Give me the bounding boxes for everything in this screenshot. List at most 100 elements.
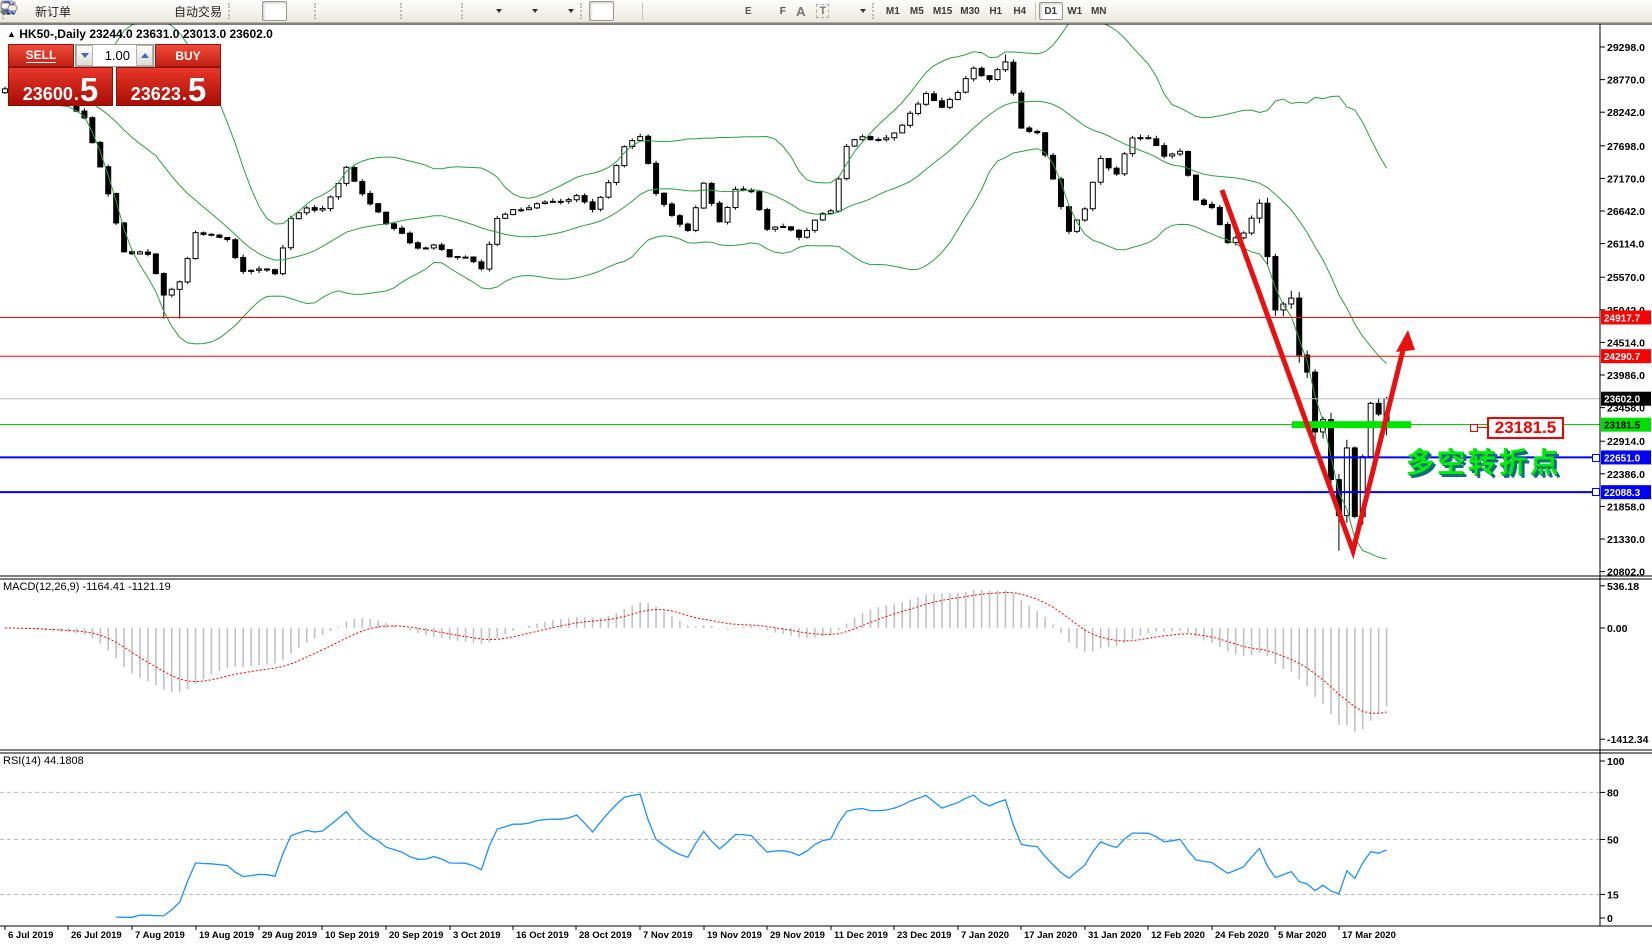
date-label: 16 Oct 2019	[516, 930, 569, 941]
signal-button[interactable]	[1, 1, 150, 21]
candle-body	[367, 192, 374, 205]
blue-line-handle[interactable]	[1592, 454, 1600, 462]
text-tool-button[interactable]: A	[790, 1, 812, 21]
price-badge-label: 23181.5	[1604, 421, 1641, 432]
candle-body	[414, 242, 421, 249]
macd-histogram-bar	[1266, 628, 1269, 657]
macd-histogram-bar	[480, 628, 483, 644]
sell-button[interactable]: SELL	[8, 44, 74, 67]
gold-ingot-button[interactable]	[1, 1, 100, 21]
templates-icon	[0, 1, 563, 20]
equidistant-channel-tool-button[interactable]: E	[0, 1, 756, 21]
periods-button[interactable]	[1, 1, 542, 21]
candle-body	[1169, 153, 1176, 157]
toolbar-grip[interactable]	[580, 3, 587, 19]
level-label-handle[interactable]	[1470, 424, 1478, 432]
candle-body	[1367, 402, 1374, 458]
toolbar-grip[interactable]	[314, 3, 321, 19]
candle-body	[1161, 145, 1168, 157]
timeframe-m15-button[interactable]: M15	[932, 5, 953, 17]
macd-histogram-bar	[949, 593, 951, 628]
symbol-period-label: HK50-,Daily	[19, 27, 86, 41]
cursor-tool-button[interactable]	[4, 1, 615, 21]
volume-increase-button[interactable]	[136, 45, 153, 66]
macd-histogram-bar	[758, 627, 761, 628]
level-price-label[interactable]: 23181.5	[1487, 417, 1564, 439]
candle-body	[271, 269, 278, 275]
volume-input[interactable]: 1.00	[104, 48, 130, 63]
candle-body	[899, 124, 906, 134]
timeframe-h1-button[interactable]: H1	[989, 5, 1003, 17]
timeframe-m5-button[interactable]: M5	[909, 5, 924, 17]
timeframe-m1-button[interactable]: M1	[885, 5, 900, 17]
horizontal-line-tool-button[interactable]	[1, 1, 696, 21]
collapse-trade-panel-icon[interactable]: ▲	[7, 29, 16, 39]
candle-body	[1026, 127, 1033, 132]
bar-chart-mode-button[interactable]	[2, 1, 262, 21]
timeframe-mn-button[interactable]: MN	[1090, 5, 1107, 17]
toolbar-grip[interactable]	[228, 3, 235, 19]
macd-histogram-bar	[107, 628, 110, 651]
toolbar-grip[interactable]	[400, 3, 407, 19]
timeframe-d1-button[interactable]: D1	[1038, 2, 1063, 20]
sell-price-display[interactable]: 23600. 5	[8, 67, 113, 106]
fibonacci-tool-button[interactable]: F	[1, 1, 790, 21]
candle-body	[240, 256, 247, 272]
macd-histogram-bar	[964, 591, 967, 628]
vertical-line-tool-button[interactable]	[7, 1, 671, 21]
toolbar-grip[interactable]	[871, 3, 879, 19]
community-button[interactable]	[1, 1, 125, 21]
annotation-text-cn[interactable]: 多空转折点	[1406, 447, 1562, 478]
autotrading-button[interactable]: 自动交易	[1, 1, 226, 21]
support-zone-bar[interactable]	[1292, 421, 1411, 429]
new-order-button[interactable]: 新订单	[0, 1, 75, 21]
candle-body	[629, 140, 636, 147]
search-button[interactable]	[1, 1, 1621, 21]
blue-line-handle[interactable]	[1592, 488, 1600, 496]
arrows-tool-button[interactable]	[4, 1, 870, 21]
macd-histogram-bar	[242, 628, 244, 667]
candle-body	[533, 203, 540, 209]
candle-body	[470, 256, 477, 263]
volume-decrease-button[interactable]	[76, 45, 93, 66]
rsi-indicator-label: RSI(14) 44.1808	[3, 755, 84, 767]
tile-windows-button[interactable]	[0, 0, 398, 21]
zoom-in-button[interactable]	[1, 1, 348, 21]
zoom-out-button[interactable]	[1, 1, 373, 21]
candlestick-mode-button[interactable]	[2, 1, 288, 21]
indicators-button[interactable]	[1, 0, 506, 21]
timeframe-h4-button[interactable]: H4	[1013, 5, 1027, 17]
macd-histogram-bar	[1155, 628, 1158, 632]
timeframe-m30-button[interactable]: M30	[960, 5, 980, 17]
v-reversal-arrow[interactable]	[1219, 189, 1409, 560]
macd-histogram-bar	[631, 605, 634, 628]
macd-histogram-bar	[91, 628, 94, 639]
line-chart-mode-button[interactable]	[0, 1, 312, 21]
macd-histogram-bar	[1131, 628, 1134, 640]
label-tool-button[interactable]: T	[812, 1, 834, 21]
buy-button[interactable]: BUY	[155, 44, 221, 67]
candle-body	[391, 223, 398, 229]
candle-body	[676, 215, 683, 225]
timeframe-w1-button[interactable]: W1	[1067, 5, 1083, 17]
macd-histogram-bar	[1361, 628, 1364, 730]
candle-body	[399, 227, 405, 234]
macd-histogram-bar	[337, 626, 340, 628]
buy-price-display[interactable]: 23623. 5	[116, 67, 221, 106]
templates-button[interactable]	[0, 1, 578, 21]
chat-button[interactable]	[0, 1, 1646, 21]
date-label: 20 Sep 2019	[389, 930, 443, 941]
candle-body	[486, 243, 493, 270]
rsi-axis-label: 50	[1607, 835, 1619, 847]
toolbar-grip[interactable]	[461, 3, 468, 19]
chart-shift-button[interactable]	[1, 1, 459, 21]
crosshair-tool-button[interactable]	[1, 1, 639, 21]
trendline-tool-button[interactable]	[1, 1, 721, 21]
macd-histogram-bar	[250, 628, 252, 667]
macd-histogram-bar	[1028, 605, 1031, 628]
auto-scroll-button[interactable]	[1, 1, 434, 21]
toolbar-separator	[1034, 2, 1036, 20]
candle-body	[930, 93, 937, 102]
macd-histogram-bar	[393, 625, 395, 628]
